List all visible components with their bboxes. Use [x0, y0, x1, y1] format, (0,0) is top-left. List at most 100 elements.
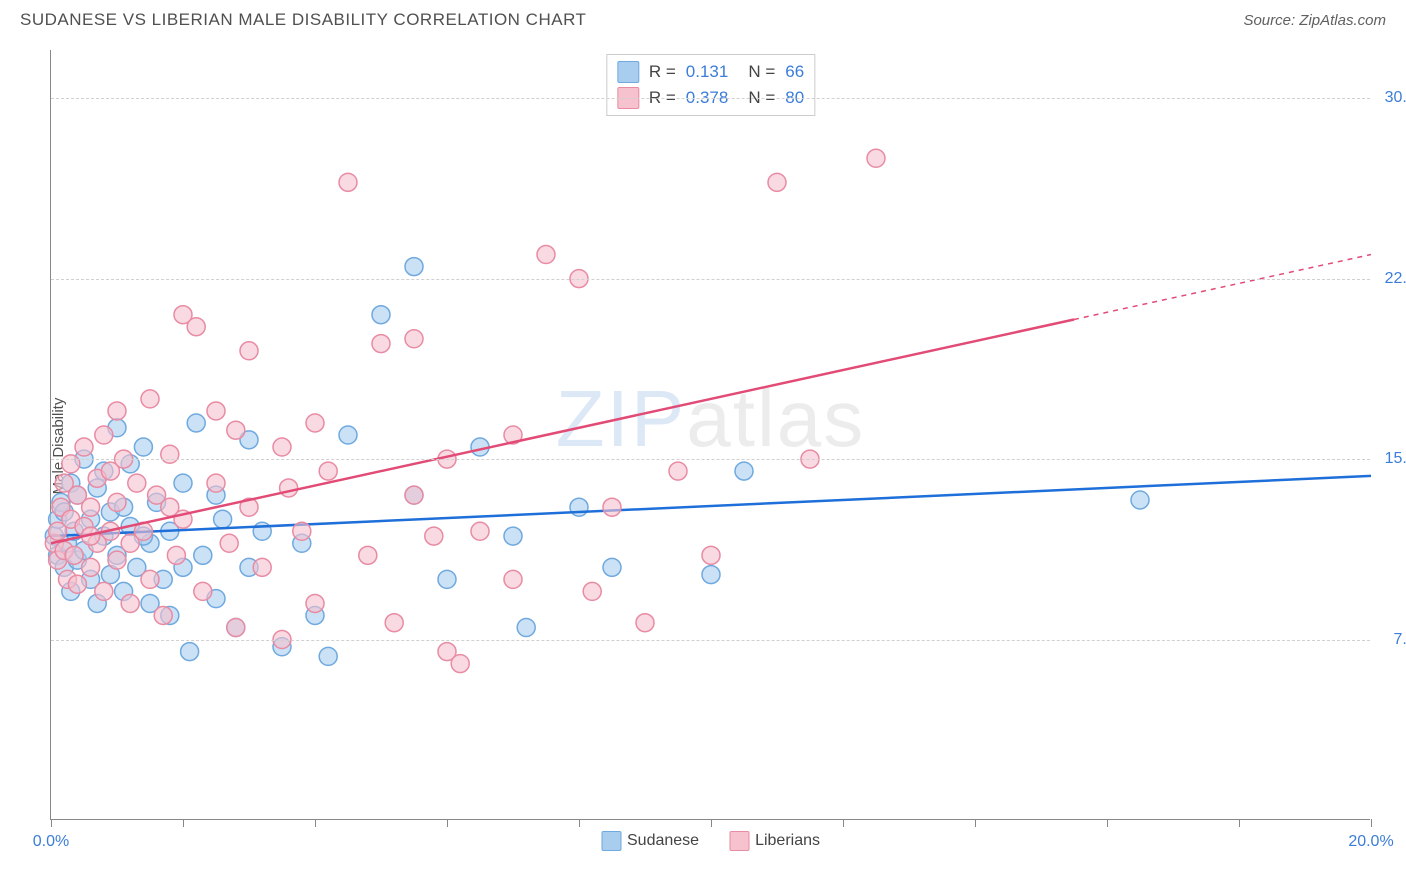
- scatter-point: [82, 498, 100, 516]
- scatter-point: [372, 335, 390, 353]
- x-tick-label: 0.0%: [33, 833, 69, 851]
- scatter-point: [504, 570, 522, 588]
- scatter-point: [867, 149, 885, 167]
- stats-legend: R =0.131N =66R =0.378N =80: [606, 54, 815, 116]
- x-tick: [1371, 819, 1372, 827]
- x-tick: [975, 819, 976, 827]
- scatter-point: [128, 474, 146, 492]
- scatter-point: [108, 551, 126, 569]
- scatter-point: [339, 426, 357, 444]
- scatter-point: [735, 462, 753, 480]
- series-legend-label: Sudanese: [627, 832, 699, 849]
- scatter-point: [319, 462, 337, 480]
- stats-legend-row: R =0.131N =66: [617, 59, 804, 85]
- scatter-point: [385, 614, 403, 632]
- trend-line-dashed: [1074, 255, 1371, 320]
- scatter-point: [669, 462, 687, 480]
- x-tick-label: 20.0%: [1348, 833, 1393, 851]
- scatter-point: [438, 570, 456, 588]
- gridline-h: [51, 279, 1370, 280]
- scatter-point: [95, 582, 113, 600]
- scatter-point: [167, 546, 185, 564]
- chart-source: Source: ZipAtlas.com: [1243, 12, 1386, 29]
- scatter-point: [65, 546, 83, 564]
- scatter-point: [359, 546, 377, 564]
- series-legend-item: Sudanese: [601, 831, 699, 851]
- scatter-point: [161, 498, 179, 516]
- scatter-point: [227, 421, 245, 439]
- scatter-point: [220, 534, 238, 552]
- scatter-point: [319, 647, 337, 665]
- scatter-point: [161, 445, 179, 463]
- scatter-point: [603, 498, 621, 516]
- scatter-point: [405, 486, 423, 504]
- scatter-point: [240, 342, 258, 360]
- x-tick: [1107, 819, 1108, 827]
- scatter-point: [293, 522, 311, 540]
- scatter-point: [174, 474, 192, 492]
- x-tick: [711, 819, 712, 827]
- scatter-point: [339, 173, 357, 191]
- scatter-point: [227, 619, 245, 637]
- legend-swatch: [729, 831, 749, 851]
- scatter-point: [95, 426, 113, 444]
- legend-n-value: 66: [785, 62, 804, 82]
- gridline-h: [51, 459, 1370, 460]
- chart-header: SUDANESE VS LIBERIAN MALE DISABILITY COR…: [0, 0, 1406, 36]
- scatter-point: [108, 493, 126, 511]
- x-tick: [315, 819, 316, 827]
- scatter-point: [207, 474, 225, 492]
- x-tick: [579, 819, 580, 827]
- legend-r-value: 0.131: [686, 62, 729, 82]
- scatter-point: [82, 558, 100, 576]
- scatter-point: [636, 614, 654, 632]
- y-tick-label: 30.0%: [1385, 89, 1406, 107]
- scatter-point: [108, 402, 126, 420]
- scatter-point: [583, 582, 601, 600]
- series-legend: Sudanese Liberians: [601, 831, 820, 851]
- y-tick-label: 22.5%: [1385, 270, 1406, 288]
- legend-r-label: R =: [649, 62, 676, 82]
- x-tick: [447, 819, 448, 827]
- scatter-point: [405, 330, 423, 348]
- legend-swatch: [601, 831, 621, 851]
- scatter-point: [425, 527, 443, 545]
- scatter-point: [280, 479, 298, 497]
- scatter-point: [187, 414, 205, 432]
- x-tick: [1239, 819, 1240, 827]
- scatter-point: [207, 402, 225, 420]
- scatter-point: [451, 655, 469, 673]
- scatter-svg: [51, 50, 1370, 819]
- y-tick-label: 15.0%: [1385, 450, 1406, 468]
- scatter-point: [194, 546, 212, 564]
- scatter-point: [702, 566, 720, 584]
- scatter-point: [187, 318, 205, 336]
- scatter-point: [75, 438, 93, 456]
- legend-swatch: [617, 61, 639, 83]
- scatter-point: [62, 455, 80, 473]
- gridline-h: [51, 640, 1370, 641]
- scatter-point: [214, 510, 232, 528]
- gridline-h: [51, 98, 1370, 99]
- scatter-point: [194, 582, 212, 600]
- scatter-point: [68, 575, 86, 593]
- scatter-point: [504, 527, 522, 545]
- scatter-point: [141, 390, 159, 408]
- chart-plot-area: ZIPatlas R =0.131N =66R =0.378N =80 Suda…: [50, 50, 1370, 820]
- scatter-point: [273, 438, 291, 456]
- scatter-point: [154, 606, 172, 624]
- scatter-point: [702, 546, 720, 564]
- scatter-point: [768, 173, 786, 191]
- x-tick: [51, 819, 52, 827]
- chart-title: SUDANESE VS LIBERIAN MALE DISABILITY COR…: [20, 10, 586, 30]
- scatter-point: [306, 414, 324, 432]
- x-tick: [183, 819, 184, 827]
- scatter-point: [471, 522, 489, 540]
- scatter-point: [306, 594, 324, 612]
- series-legend-item: Liberians: [729, 831, 820, 851]
- scatter-point: [141, 570, 159, 588]
- x-tick: [843, 819, 844, 827]
- scatter-point: [372, 306, 390, 324]
- scatter-point: [134, 438, 152, 456]
- scatter-point: [253, 558, 271, 576]
